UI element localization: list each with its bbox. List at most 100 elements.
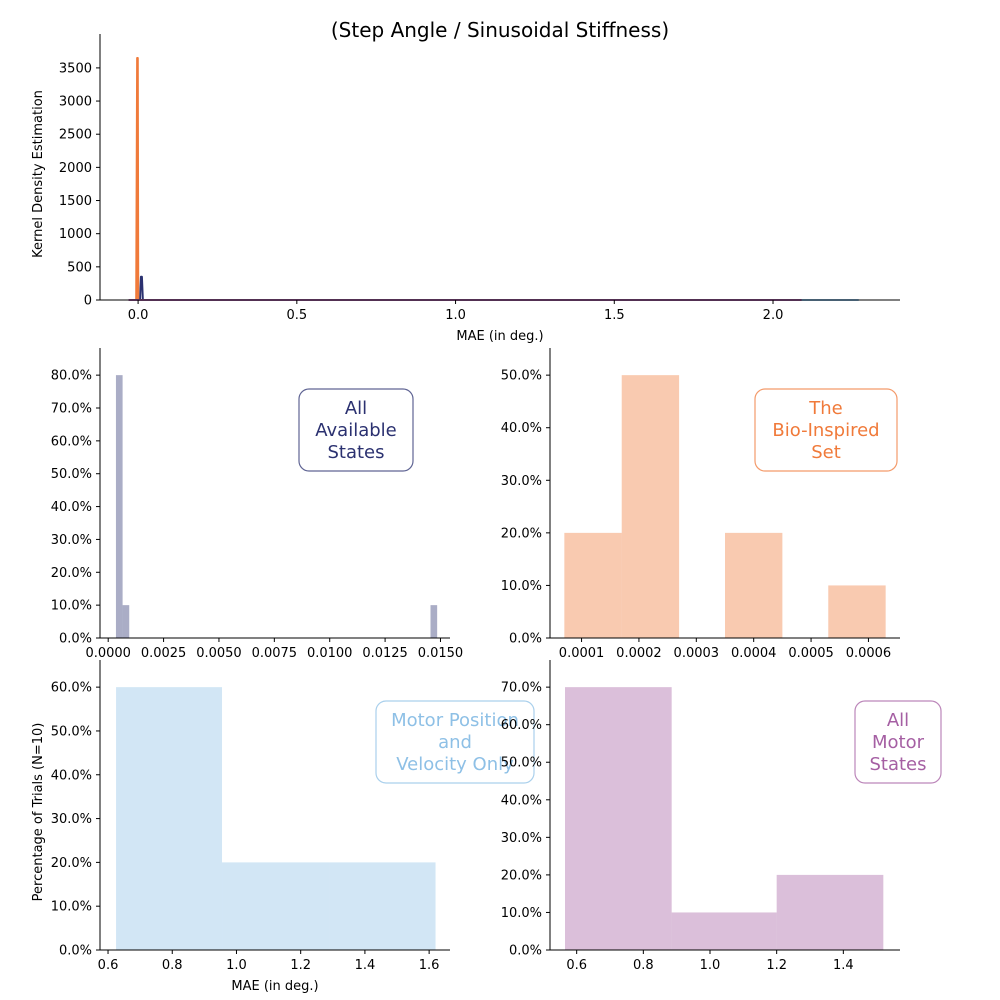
histogram-bar: [671, 912, 777, 950]
y-tick-label: 500: [67, 260, 92, 275]
y-tick-label: 80.0%: [51, 369, 92, 384]
legend-line: Bio-Inspired: [772, 420, 879, 441]
legend-line: and: [438, 732, 472, 753]
y-tick-label: 1000: [59, 227, 92, 242]
y-tick-label: 40.0%: [501, 793, 542, 808]
histogram-bars: [115, 375, 438, 638]
histogram-bar: [222, 862, 330, 950]
x-tick-label: 0.0002: [616, 646, 662, 661]
motor-pos-vel-hist-panel: 0.6 0.8 1.0 1.2 1.4 1.6 0.0% 10.0% 20.0% 30.0% 40.…: [31, 660, 535, 994]
y-tick-label: 20.0%: [51, 856, 92, 871]
x-tick-label: 0.0000: [85, 646, 131, 661]
x-tick-label: 1.0: [226, 958, 247, 973]
x-tick-label: 0.6: [566, 958, 587, 973]
y-tick-label: 20.0%: [501, 868, 542, 883]
legend-line: The: [808, 398, 842, 419]
y-tick-label: 2500: [59, 128, 92, 143]
histogram-bars: [116, 687, 436, 950]
histogram-bar: [122, 605, 130, 638]
histogram-bar: [564, 532, 622, 638]
y-tick-label: 2000: [59, 161, 92, 176]
x-tick-label: 0.0: [128, 308, 149, 323]
y-tick-label: 1500: [59, 194, 92, 209]
y-tick-label: 3000: [59, 95, 92, 110]
x-tick-label: 0.0075: [252, 646, 298, 661]
y-tick-label: 10.0%: [51, 900, 92, 915]
histogram-bar: [725, 532, 783, 638]
y-tick-label: 20.0%: [51, 566, 92, 581]
y-axis-label: Kernel Density Estimation: [31, 90, 46, 258]
y-tick-label: 0.0%: [509, 632, 542, 647]
y-tick-label: 50.0%: [51, 467, 92, 482]
histogram-bar: [565, 687, 672, 950]
kde-panel: 0.0 0.5 1.0 1.5 2.0 0 500 1000 1500 2000 2500 3000 3…: [31, 34, 900, 344]
histogram-bar: [828, 585, 886, 638]
y-tick-label: 30.0%: [51, 533, 92, 548]
legend-line: Available: [315, 420, 396, 441]
x-tick-label: 1.5: [604, 308, 625, 323]
histogram-bar: [329, 862, 436, 950]
x-tick-label: 0.0025: [141, 646, 187, 661]
y-tick-label: 0.0%: [509, 944, 542, 959]
legend-line: States: [327, 442, 384, 463]
y-tick-label: 10.0%: [51, 599, 92, 614]
y-tick-label: 70.0%: [501, 681, 542, 696]
y-tick-label: 40.0%: [501, 421, 542, 436]
y-axis-label: Percentage of Trials (N=10): [31, 723, 46, 902]
all-states-hist-panel: 0.0000 0.0025 0.0050 0.0075 0.0100 0.0125 0.01…: [51, 348, 464, 661]
y-tick-label: 30.0%: [501, 474, 542, 489]
x-tick-label: 2.0: [763, 308, 784, 323]
x-tick-label: 1.4: [355, 958, 376, 973]
x-tick-label: 0.8: [633, 958, 654, 973]
x-tick-label: 0.5: [286, 308, 307, 323]
y-tick-label: 60.0%: [501, 718, 542, 733]
x-tick-label: 0.0006: [846, 646, 892, 661]
x-tick-label: 1.0: [700, 958, 721, 973]
x-tick-label: 1.0: [445, 308, 466, 323]
x-tick-label: 0.0125: [362, 646, 408, 661]
legend-line: Velocity Only: [396, 754, 514, 775]
histogram-bar: [621, 375, 680, 638]
y-tick-label: 3500: [59, 61, 92, 76]
x-tick-label: 1.4: [833, 958, 854, 973]
histogram-bars: [565, 687, 884, 950]
histogram-bar: [115, 375, 123, 638]
x-tick-label: 1.6: [419, 958, 440, 973]
histogram-bar: [116, 687, 223, 950]
y-tick-label: 30.0%: [51, 812, 92, 827]
y-tick-label: 40.0%: [51, 500, 92, 515]
x-tick-label: 0.0001: [559, 646, 605, 661]
all-motor-hist-panel: 0.6 0.8 1.0 1.2 1.4 0.0% 10.0% 20.0% 30.0% 40.0% 5…: [501, 660, 942, 973]
y-tick-label: 0: [84, 294, 92, 309]
x-tick-label: 0.0100: [307, 646, 353, 661]
y-tick-label: 20.0%: [501, 526, 542, 541]
legend-frame: [754, 388, 898, 472]
legend-frame: [298, 388, 414, 472]
y-tick-label: 30.0%: [501, 831, 542, 846]
x-tick-label: 0.0003: [674, 646, 720, 661]
legend-line: Motor Position: [391, 710, 519, 731]
legend-line: All: [345, 398, 367, 419]
figure-title: (Step Angle / Sinusoidal Stiffness): [331, 18, 669, 42]
y-tick-label: 50.0%: [51, 724, 92, 739]
x-tick-label: 0.0005: [788, 646, 834, 661]
x-tick-label: 0.0150: [418, 646, 464, 661]
x-axis-label: MAE (in deg.): [231, 979, 318, 994]
y-tick-label: 10.0%: [501, 579, 542, 594]
y-tick-label: 10.0%: [501, 906, 542, 921]
y-tick-label: 40.0%: [51, 768, 92, 783]
x-axis-label: MAE (in deg.): [456, 329, 543, 344]
x-tick-label: 1.2: [290, 958, 311, 973]
histogram-bars: [564, 375, 886, 638]
y-tick-label: 60.0%: [51, 434, 92, 449]
legend-frame: [854, 700, 942, 784]
x-tick-label: 0.6: [98, 958, 119, 973]
histogram-bar: [430, 605, 438, 638]
bio-inspired-hist-panel: 0.0001 0.0002 0.0003 0.0004 0.0005 0.0006 0.0%…: [501, 348, 900, 661]
legend-frame: [375, 700, 535, 784]
